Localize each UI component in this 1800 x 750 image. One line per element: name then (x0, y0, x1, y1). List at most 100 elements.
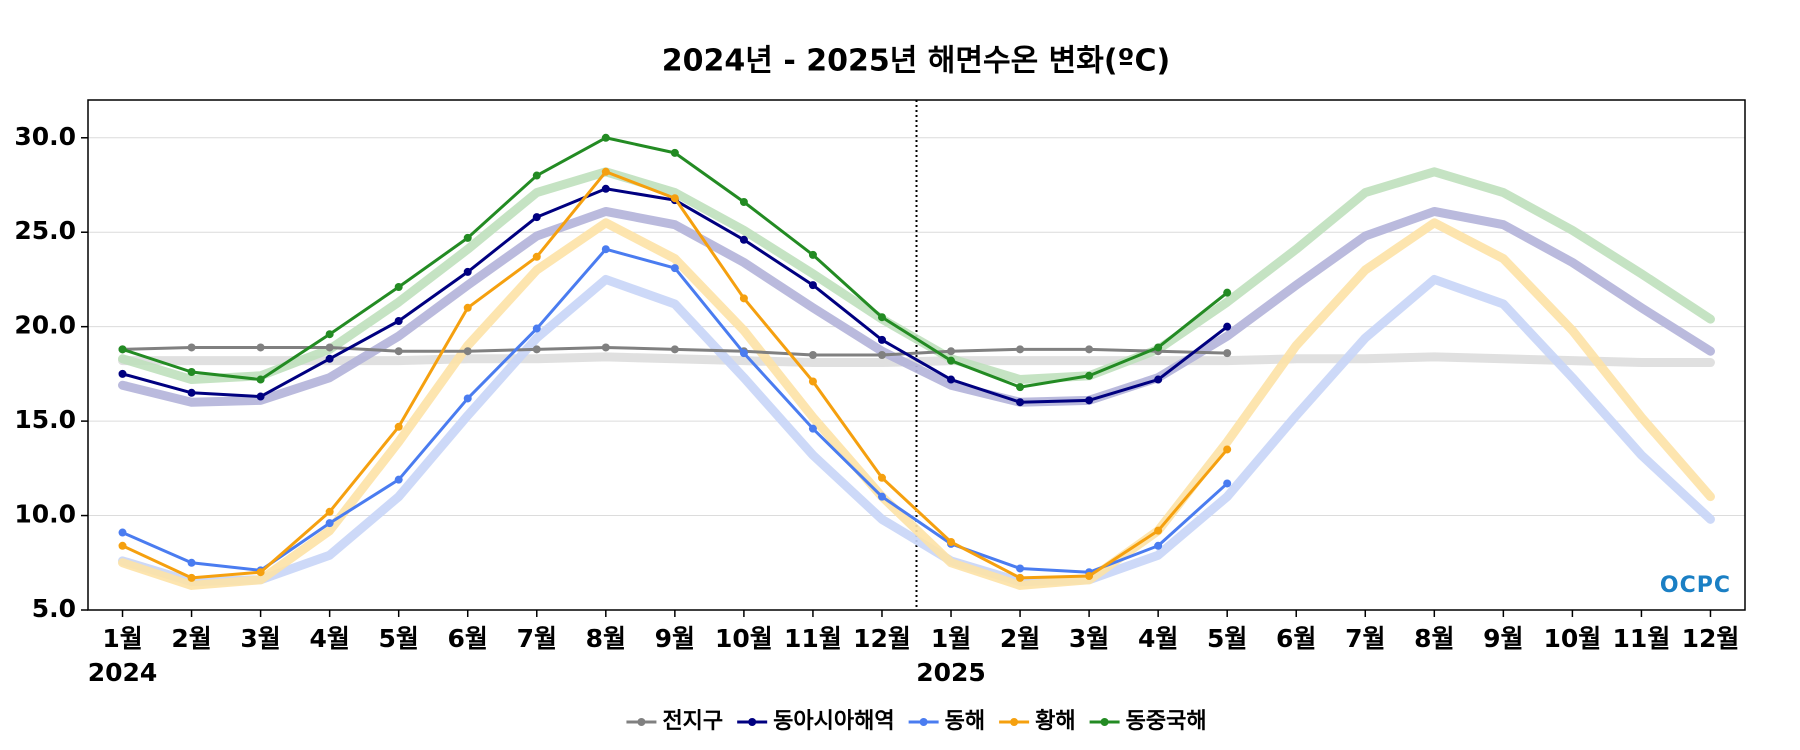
series-point (601, 343, 610, 352)
x-tick-label: 1월 (931, 624, 971, 653)
series-point (394, 347, 403, 356)
series-point (532, 324, 541, 333)
series-point (670, 345, 679, 354)
series-point (947, 347, 956, 356)
series-point (1223, 349, 1232, 358)
series-point (532, 252, 541, 261)
logo: OCPC (1660, 573, 1731, 598)
x-tick-label: 4월 (309, 624, 349, 653)
series-point (808, 351, 817, 359)
series-point (118, 528, 127, 537)
series-point (532, 171, 541, 180)
series-point (739, 235, 748, 244)
plot-frame (87, 99, 1746, 611)
x-tick-label: 9월 (1483, 624, 1523, 653)
series-point (394, 422, 403, 431)
series-point (601, 184, 610, 193)
series-point (187, 368, 196, 376)
series-line (121, 247, 1229, 574)
series-point (325, 330, 334, 339)
series-point (877, 313, 886, 322)
series-point (1085, 396, 1094, 405)
series-point (118, 541, 127, 550)
series-point (877, 473, 886, 482)
series-point (739, 294, 748, 303)
x-tick-label: 5월 (378, 624, 418, 653)
x-tick-label: 4월 (1138, 624, 1178, 653)
series-point (187, 388, 196, 397)
series-point (1154, 375, 1163, 384)
series-point (670, 148, 679, 157)
series-point (118, 369, 127, 378)
series-point (670, 194, 679, 203)
series-point (1085, 345, 1094, 354)
x-tick-label: 10월 (1543, 624, 1601, 653)
x-tick-label: 7월 (517, 624, 557, 653)
series-point (1016, 573, 1025, 582)
series-point (601, 167, 610, 176)
x-tick-label: 2월 (171, 624, 211, 653)
x-tick-label: 1월 (102, 624, 142, 653)
y-tick-label: 15.0 (14, 405, 76, 434)
series-point (670, 264, 679, 273)
series-point (1016, 398, 1025, 407)
series-point (532, 213, 541, 222)
series-point (394, 317, 403, 325)
y-tick-label: 10.0 (14, 500, 76, 529)
x-tick-label: 7월 (1345, 624, 1385, 653)
series-point (187, 558, 196, 567)
series-point (325, 519, 334, 528)
y-tick-label: 20.0 (14, 311, 76, 340)
climatology-band (118, 274, 1715, 587)
series-point (1223, 322, 1232, 331)
series-point (1016, 564, 1025, 573)
series-point (1223, 479, 1232, 488)
x-tick-label: 12월 (853, 624, 911, 653)
x-tick-label: 11월 (1613, 624, 1671, 653)
series-point (1154, 526, 1163, 535)
legend-label: 전지구 (662, 709, 723, 734)
series-point (394, 475, 403, 484)
series-point (1223, 445, 1232, 454)
series-point (947, 356, 956, 365)
series-point (739, 198, 748, 206)
series-point (877, 492, 886, 501)
series-point (808, 377, 817, 386)
series-point (187, 573, 196, 582)
x-tick-label: 5월 (1207, 624, 1247, 653)
series-point (187, 343, 196, 352)
legend-label: 황해 (1035, 709, 1075, 734)
series-point (877, 335, 886, 344)
x-tick-label: 8월 (586, 624, 626, 653)
climatology-band (118, 352, 1715, 368)
series-point (463, 347, 472, 356)
y-tick-label: 25.0 (14, 216, 76, 245)
x-tick-label: 3월 (1069, 624, 1109, 653)
x-tick-label: 8월 (1414, 624, 1454, 653)
series-point (601, 245, 610, 254)
legend-swatch-point (1010, 718, 1019, 726)
series-point (118, 345, 127, 354)
series-point (463, 303, 472, 312)
year-label: 2024 (88, 658, 158, 687)
y-tick-label: 5.0 (32, 594, 76, 623)
series-point (256, 343, 265, 352)
legend: 전지구 동아시아해역 동해 황해 동중국해 (626, 709, 1207, 734)
series-point (463, 233, 472, 242)
series-point (256, 568, 265, 577)
x-tick-label: 6월 (448, 624, 488, 653)
series-point (463, 267, 472, 276)
legend-swatch-point (637, 718, 646, 726)
year-label: 2025 (916, 658, 986, 687)
legend-swatch-point (919, 718, 928, 726)
series-point (947, 375, 956, 384)
series-point (808, 281, 817, 290)
series-point (325, 354, 334, 363)
series-point (463, 394, 472, 403)
x-tick-label: 11월 (784, 624, 842, 653)
legend-label: 동중국해 (1126, 709, 1207, 734)
climatology-band (118, 218, 1715, 590)
y-tick-label: 30.0 (14, 122, 76, 151)
series-point (1016, 345, 1025, 354)
